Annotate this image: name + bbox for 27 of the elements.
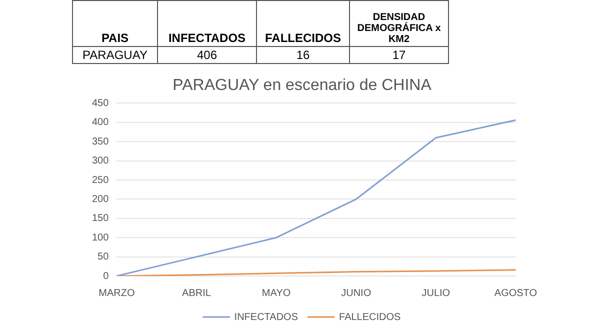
- y-tick-label: 100: [92, 232, 110, 244]
- text: 17: [350, 46, 448, 64]
- text: 406: [158, 46, 256, 64]
- text: PARAGUAY: [72, 46, 158, 64]
- x-tick-label: MAYO: [262, 288, 291, 299]
- y-tick-label: 400: [92, 117, 110, 128]
- category-label: INFECTADOS: [158, 0, 256, 46]
- chart-title: PARAGUAY en escenario de CHINA: [172, 77, 432, 94]
- y-tick-label: 200: [92, 194, 110, 205]
- category-label: FALLECIDOS: [256, 0, 350, 46]
- category-label: PAIS: [72, 0, 158, 46]
- y-tick-label: 450: [92, 98, 110, 109]
- category-label: DENSIDAD DEMOGRÁFICA x KM2: [350, 0, 448, 46]
- y-tick-label: 50: [98, 252, 110, 263]
- y-tick-label: 350: [92, 136, 110, 148]
- y-tick-label: 150: [92, 213, 110, 224]
- x-tick-label: MARZO: [98, 288, 135, 299]
- text: 16: [256, 46, 350, 64]
- y-tick-label: 250: [92, 174, 110, 186]
- x-tick-label: JULIO: [422, 288, 450, 299]
- legend-label: FALLECIDOS: [339, 312, 402, 323]
- y-tick-label: 300: [92, 156, 110, 167]
- legend-label: INFECTADOS: [234, 312, 298, 323]
- y-tick-label: 0: [103, 270, 110, 282]
- x-tick-label: AGOSTO: [494, 288, 538, 299]
- x-tick-label: JUNIO: [341, 288, 372, 299]
- x-tick-label: ABRIL: [182, 288, 212, 299]
